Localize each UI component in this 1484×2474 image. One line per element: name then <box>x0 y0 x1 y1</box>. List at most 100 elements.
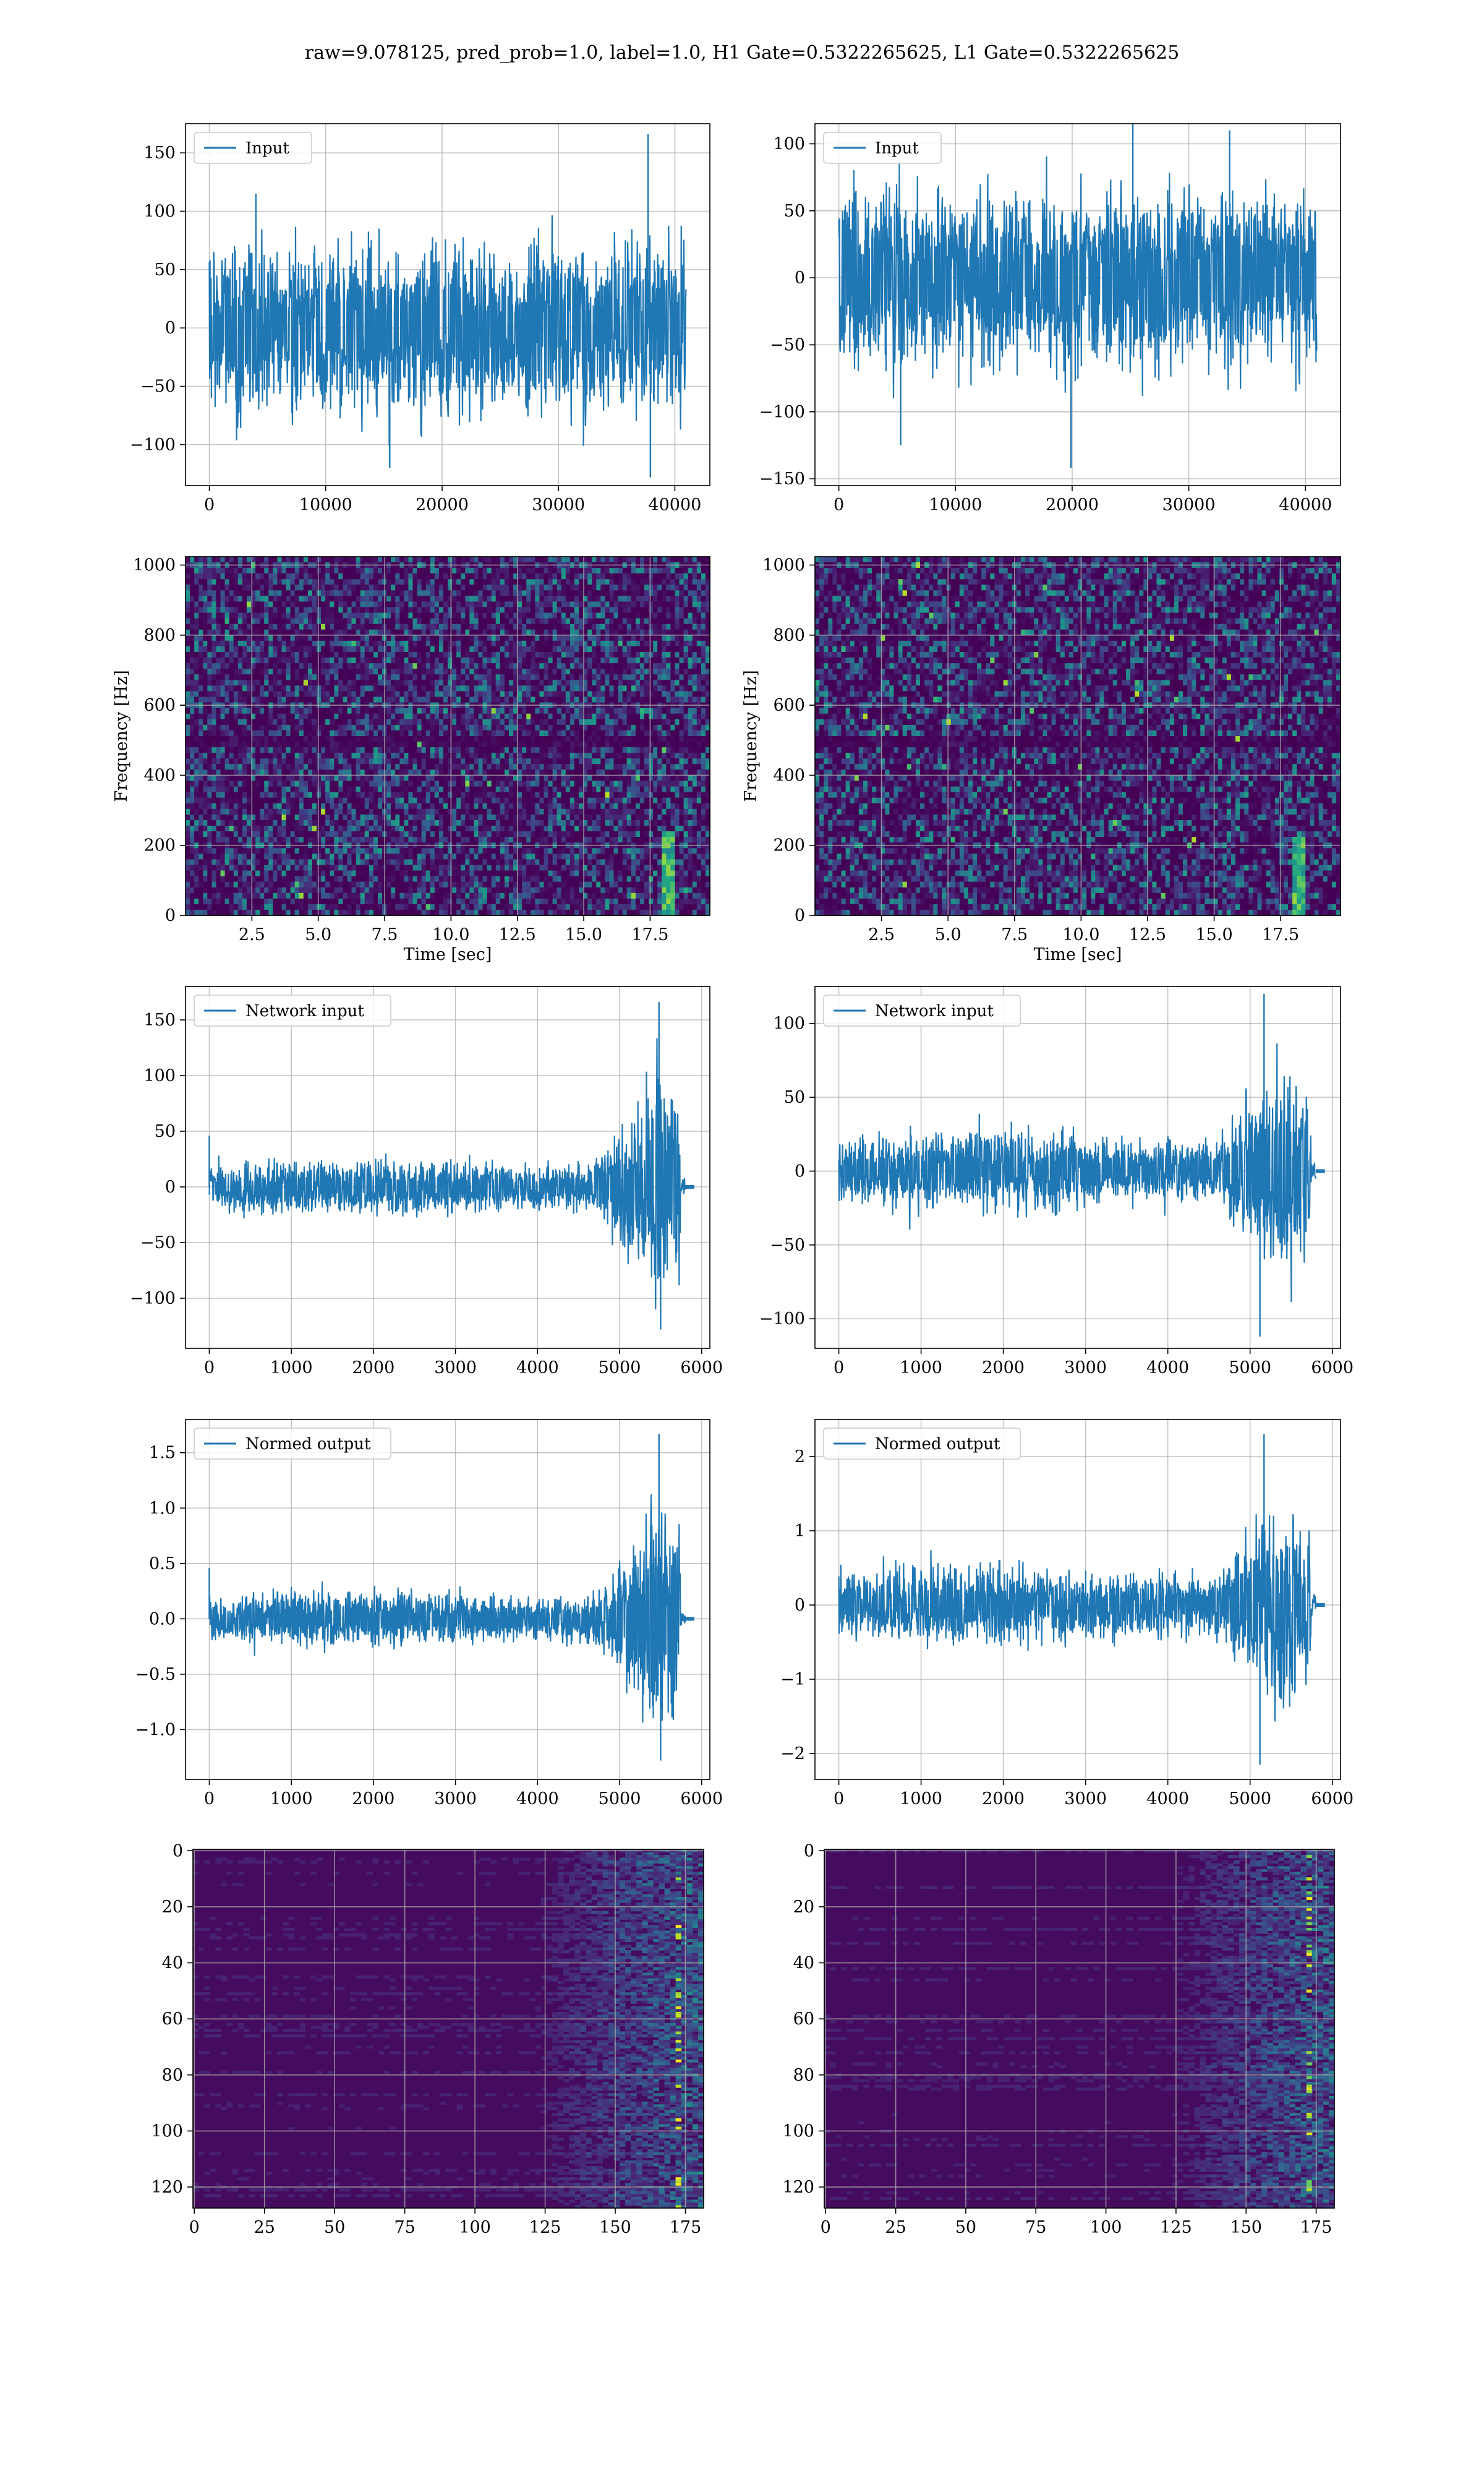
normed-output-l1-xtick-label-0: 0 <box>834 1789 844 1808</box>
normed-output-h1-series-line <box>208 1494 686 1723</box>
activation-l1-xtick-label-2: 50 <box>955 2218 976 2237</box>
spectrogram-h1-ytick-label-4: 800 <box>143 626 176 645</box>
normed-output-l1-xtick-label-6: 6000 <box>1311 1789 1354 1808</box>
spectrogram-l1-cells <box>815 557 1341 916</box>
input-l1-series <box>838 124 1318 468</box>
spectrogram-l1-frame <box>814 556 1341 916</box>
normed-output-h1-ytick-label-2: 0.0 <box>149 1609 176 1629</box>
activation-l1-ticks: 0 25 50 75 100 125 150 175 0 20 40 60 80 100 120 <box>782 1841 1332 2237</box>
spectrogram-l1-xtick-label-6: 17.5 <box>1262 925 1299 944</box>
activation-l1-xtick-label-0: 0 <box>821 2218 831 2237</box>
spectrogram-l1-ytick-label-4: 800 <box>773 626 805 645</box>
input-h1-xtick-label-0: 0 <box>204 495 215 515</box>
input-l1-ticks: 0 10000 20000 30000 40000 −150 −100 −50 0 50 100 <box>759 135 1332 515</box>
spectrogram-h1-frame <box>185 556 710 916</box>
network-input-h1-series <box>208 1002 694 1330</box>
normed-output-h1-ytick-label-3: 0.5 <box>149 1554 176 1573</box>
normed-output-h1-ticks: 0 1000 2000 3000 4000 5000 6000 −1.0 −0.5 0.0 0.5 1… <box>135 1444 723 1808</box>
network-input-l1-xtick-label-4: 4000 <box>1146 1358 1189 1377</box>
network-input-h1-ytick-label-5: 150 <box>143 1011 176 1030</box>
input-h1-ytick-label-0: −100 <box>130 435 176 455</box>
input-h1-ytick-label-2: 0 <box>165 319 176 338</box>
input-h1-panel: 0 10000 20000 30000 40000 −100 −50 0 50 100 150 Inp… <box>130 123 710 515</box>
input-l1-ytick-label-0: −150 <box>759 469 805 489</box>
normed-output-h1-panel: 0 1000 2000 3000 4000 5000 6000 −1.0 −0.5 0.0 0.5 1… <box>135 1419 723 1808</box>
network-input-h1-legend: Network input <box>194 995 391 1027</box>
input-h1-xtick-label-3: 30000 <box>532 495 585 515</box>
input-l1-xtick-label-4: 40000 <box>1279 495 1332 515</box>
input-h1-series <box>208 134 687 477</box>
input-l1-ytick-label-3: 0 <box>795 268 805 288</box>
input-l1-xtick-label-1: 10000 <box>929 495 982 515</box>
network-input-l1-series-line <box>838 1043 1317 1303</box>
normed-output-l1-xtick-label-2: 2000 <box>982 1789 1025 1808</box>
network-input-l1-xtick-label-2: 2000 <box>982 1358 1025 1377</box>
network-input-h1-ytick-label-2: 0 <box>165 1178 176 1197</box>
network-input-h1-legend-label: Network input <box>245 1002 364 1021</box>
activation-l1-xtick-label-3: 75 <box>1025 2218 1046 2237</box>
network-input-h1-ytick-label-0: −100 <box>130 1289 176 1308</box>
spectrogram-l1-xlabel: Time [sec] <box>1034 945 1122 964</box>
activation-h1-ticks: 0 25 50 75 100 125 150 175 0 20 40 60 80 100 120 <box>151 1841 701 2237</box>
normed-output-h1-xtick-label-0: 0 <box>204 1789 215 1808</box>
normed-output-l1-xtick-label-1: 1000 <box>900 1789 942 1808</box>
spectrogram-h1-xlabel: Time [sec] <box>404 945 492 964</box>
activation-h1-xtick-label-6: 150 <box>599 2218 631 2237</box>
normed-output-h1-xtick-label-3: 3000 <box>434 1789 477 1808</box>
network-input-l1-panel: 0 1000 2000 3000 4000 5000 6000 −100 −50 0 50 100 Ne… <box>759 986 1354 1377</box>
spectrogram-l1-xtick-label-3: 10.0 <box>1062 925 1099 944</box>
activation-h1-ytick-label-6: 120 <box>151 2178 183 2197</box>
spectrogram-h1-panel: 2.5 5.0 7.5 10.0 12.5 15.0 17.5 0 200 400 600 800 10… <box>112 556 710 964</box>
activation-l1-ytick-label-3: 60 <box>793 2010 814 2029</box>
spectrogram-h1-ytick-label-1: 200 <box>143 836 176 855</box>
spectrogram-l1-panel: 2.5 5.0 7.5 10.0 12.5 15.0 17.5 0 200 400 600 800 10… <box>741 556 1341 964</box>
normed-output-h1-legend: Normed output <box>194 1427 391 1460</box>
activation-h1-xtick-label-2: 50 <box>324 2218 345 2237</box>
input-h1-legend: Input <box>194 132 312 164</box>
input-l1-series-line <box>838 156 1318 399</box>
network-input-l1-xtick-label-3: 3000 <box>1064 1358 1107 1377</box>
figure-title: raw=9.078125, pred_prob=1.0, label=1.0, … <box>0 42 1484 64</box>
normed-output-l1-series-line <box>838 1513 1317 1722</box>
network-input-h1-xtick-label-4: 4000 <box>516 1358 559 1377</box>
normed-output-l1-ytick-label-4: 2 <box>795 1447 805 1466</box>
activation-l1-xtick-label-4: 100 <box>1090 2218 1122 2237</box>
network-input-h1-ytick-label-3: 50 <box>155 1122 176 1141</box>
input-l1-panel: 0 10000 20000 30000 40000 −150 −100 −50 0 50 100 In… <box>759 123 1341 515</box>
network-input-l1-legend-label: Network input <box>875 1002 994 1021</box>
normed-output-h1-frame <box>185 1419 710 1780</box>
activation-h1-ytick-label-5: 100 <box>151 2121 183 2141</box>
activation-l1-xtick-label-1: 25 <box>885 2218 906 2237</box>
input-h1-frame <box>185 123 710 486</box>
network-input-l1-xtick-label-6: 6000 <box>1311 1358 1354 1377</box>
spectrogram-l1-xtick-label-5: 15.0 <box>1196 925 1233 944</box>
network-input-l1-ytick-label-0: −100 <box>759 1309 805 1329</box>
network-input-l1-ytick-label-2: 0 <box>795 1162 805 1181</box>
spectrogram-h1-xtick-label-1: 5.0 <box>305 925 331 944</box>
activation-h1-ytick-label-2: 40 <box>162 1954 183 1973</box>
network-input-l1-legend-box <box>823 995 1021 1027</box>
spectrogram-l1-ytick-label-2: 400 <box>773 766 805 785</box>
network-input-h1-series-line <box>208 1038 686 1310</box>
spectrogram-l1-xtick-label-2: 7.5 <box>1001 925 1028 944</box>
spectrogram-h1-ytick-label-2: 400 <box>143 766 176 785</box>
normed-output-h1-legend-label: Normed output <box>245 1435 371 1453</box>
spectrogram-h1-ylabel: Frequency [Hz] <box>112 670 131 802</box>
normed-output-l1-legend: Normed output <box>823 1427 1021 1460</box>
activation-h1-panel: 0 25 50 75 100 125 150 175 0 20 40 60 80 100 120 <box>151 1841 704 2237</box>
normed-output-l1-frame <box>814 1419 1341 1780</box>
network-input-h1-xtick-label-3: 3000 <box>434 1358 477 1377</box>
network-input-h1-xtick-label-1: 1000 <box>270 1358 313 1377</box>
normed-output-h1-xtick-label-2: 2000 <box>352 1789 395 1808</box>
activation-l1-grid <box>824 1849 1334 2208</box>
input-h1-xtick-label-4: 40000 <box>648 495 701 515</box>
network-input-h1-panel: 0 1000 2000 3000 4000 5000 6000 −100 −50 0 50 100 15… <box>130 986 723 1377</box>
normed-output-l1-xtick-label-3: 3000 <box>1064 1789 1107 1808</box>
spectrogram-h1-ytick-label-5: 1000 <box>133 556 176 575</box>
spectrogram-l1-xtick-label-1: 5.0 <box>935 925 962 944</box>
activation-h1-xtick-label-7: 175 <box>670 2218 702 2237</box>
normed-output-l1-panel: 0 1000 2000 3000 4000 5000 6000 −2 −1 0 1 2 Normed o… <box>780 1419 1354 1808</box>
spectrogram-l1-ytick-label-0: 0 <box>795 906 805 925</box>
activation-l1-cells <box>824 1849 1335 2209</box>
activation-h1-xtick-label-4: 100 <box>459 2218 491 2237</box>
